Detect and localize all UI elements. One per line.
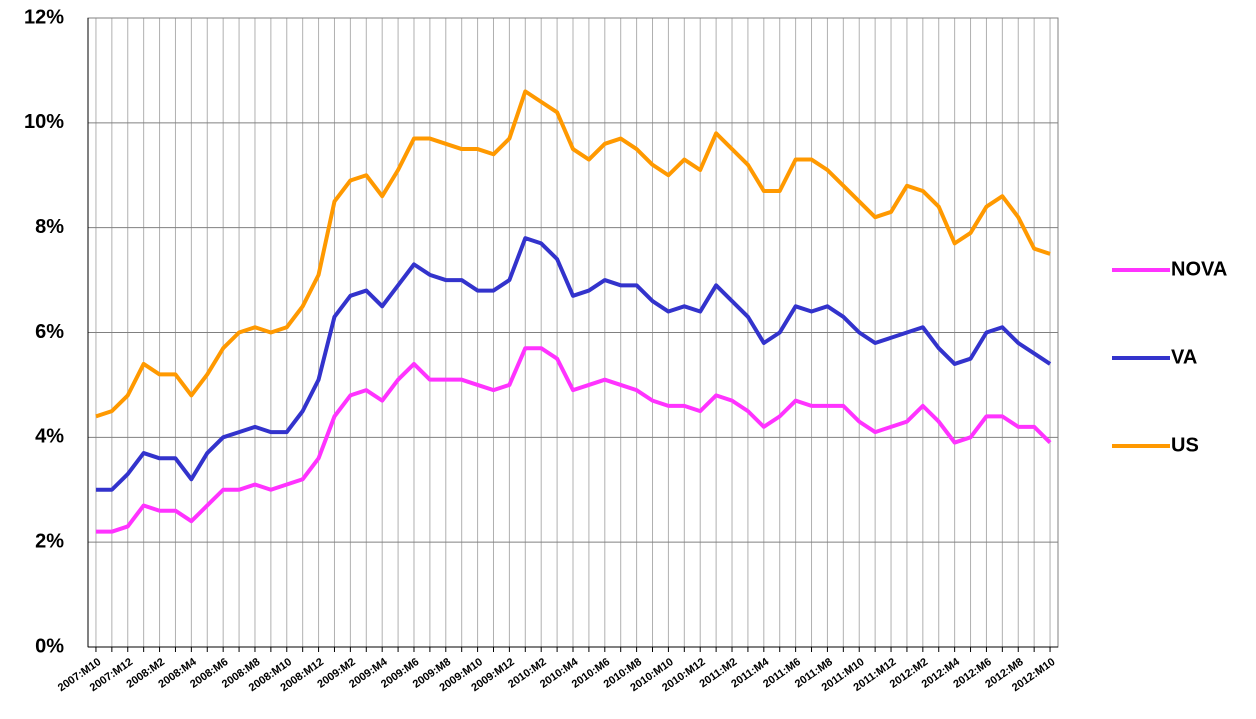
legend-label: VA: [1171, 346, 1197, 368]
y-tick-label: 6%: [35, 321, 64, 343]
y-tick-label: 4%: [35, 426, 64, 448]
series-line: [95, 89, 1051, 419]
series-line: [95, 236, 1052, 492]
y-tick-label: 12%: [24, 6, 64, 28]
y-tick-label: 8%: [35, 216, 64, 238]
y-tick-label: 10%: [24, 111, 64, 133]
y-tick-label: 2%: [35, 530, 64, 552]
series-line: [95, 346, 1052, 534]
legend-label: US: [1171, 434, 1199, 456]
y-tick-label: 0%: [35, 635, 64, 657]
legend-label: NOVA: [1171, 258, 1227, 280]
